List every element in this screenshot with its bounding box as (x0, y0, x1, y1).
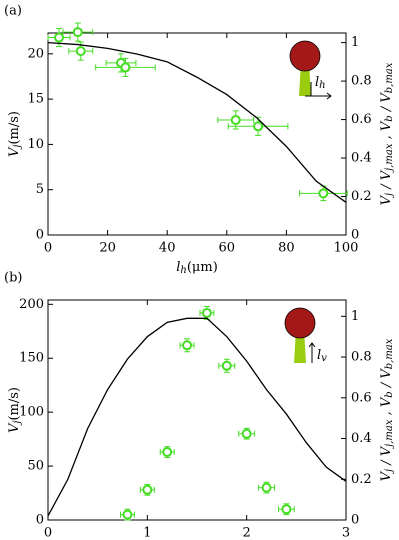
label-part: b,max (384, 62, 395, 93)
x-tick-label: 20 (99, 241, 116, 256)
label-part: l (176, 260, 180, 275)
data-point (122, 509, 133, 520)
label-part: l (317, 348, 321, 363)
label-part: , V (379, 120, 394, 143)
y2-tick-label: 0.2 (351, 189, 372, 204)
label-part: (μm) (187, 260, 218, 275)
plot-frame (47, 32, 347, 236)
y2-tick-label: 0.4 (351, 151, 372, 166)
data-point (201, 307, 212, 318)
label-part: l (315, 75, 319, 90)
data-point (182, 340, 193, 351)
y-tick-label: 50 (27, 459, 44, 474)
label-part: / V (379, 445, 394, 469)
x-tick-label: 3 (342, 526, 350, 540)
data-point (75, 46, 86, 57)
x-tick-label: 60 (219, 241, 236, 256)
data-point (253, 121, 264, 132)
y2-tick-label: 0 (351, 513, 359, 528)
y2-tick-label: 0.6 (351, 112, 372, 127)
label-part: j (384, 193, 395, 198)
data-point (230, 114, 241, 125)
y-tick-label: 0 (36, 228, 44, 243)
label-part: h (180, 265, 186, 276)
data-point (142, 484, 153, 495)
y-axis-label: Vj(m/s) (7, 111, 23, 157)
label-part: j,max (384, 419, 395, 449)
data-point (281, 504, 292, 515)
label-part: (m/s) (7, 111, 22, 145)
inset-label: lv (317, 348, 327, 364)
inset-bubble (284, 307, 316, 339)
model-line (47, 317, 347, 517)
data-point (241, 428, 252, 439)
label-part: V (379, 194, 394, 205)
label-part: b (384, 391, 395, 397)
data-point (162, 447, 173, 458)
label-part: h (319, 80, 325, 91)
label-part: / V (379, 92, 394, 116)
label-part: j,max (384, 143, 395, 173)
label-part: V (379, 470, 394, 481)
label-part: j (12, 145, 23, 150)
panel-label: (b) (4, 271, 22, 286)
data-point (72, 27, 83, 38)
panel-label: (a) (4, 4, 22, 19)
x-tick-label: 40 (159, 241, 176, 256)
label-part: / V (379, 368, 394, 392)
data-point (120, 62, 131, 73)
inset-arrow-head (308, 342, 316, 348)
y-tick-label: 10 (27, 137, 44, 152)
y-tick-label: 20 (27, 46, 44, 61)
y2-tick-label: 0.8 (351, 350, 372, 365)
x-tick-label: 0 (44, 526, 52, 540)
y2-tick-label: 1 (351, 309, 359, 324)
inset-arrow-head (326, 92, 332, 100)
y-tick-label: 150 (19, 351, 44, 366)
plot-frame (47, 299, 347, 521)
label-part: b,max (384, 338, 395, 369)
x-tick-label: 100 (334, 241, 359, 256)
model-line (47, 41, 347, 203)
label-part: (m/s) (7, 387, 22, 421)
x-tick-label: 2 (243, 526, 251, 540)
label-part: V (7, 146, 22, 157)
label-part: v (321, 353, 327, 364)
y2-tick-label: 0 (351, 228, 359, 243)
x-tick-label: 1 (143, 526, 151, 540)
y2-axis-label: Vj / Vj,max , Vb / Vb,max (379, 62, 395, 205)
x-tick-label: 0 (44, 241, 52, 256)
y2-axis-label: Vj / Vj,max , Vb / Vb,max (379, 338, 395, 481)
label-part: j (12, 421, 23, 426)
y-tick-label: 200 (19, 297, 44, 312)
inset-label: lh (315, 75, 326, 91)
data-point (221, 360, 232, 371)
label-part: / V (379, 169, 394, 193)
label-part: b (384, 115, 395, 121)
y2-tick-label: 0.8 (351, 74, 372, 89)
data-point (261, 482, 272, 493)
y-tick-label: 5 (36, 182, 44, 197)
x-tick-label: 80 (278, 241, 295, 256)
y2-tick-label: 1 (351, 35, 359, 50)
x-axis-label: lh(μm) (176, 260, 218, 276)
y2-tick-label: 0.4 (351, 431, 372, 446)
y2-tick-label: 0.6 (351, 390, 372, 405)
y-tick-label: 0 (36, 513, 44, 528)
inset-bubble (289, 40, 321, 72)
y-tick-label: 15 (27, 92, 44, 107)
y-axis-label: Vj(m/s) (7, 387, 23, 433)
label-part: , V (379, 396, 394, 419)
label-part: j (384, 469, 395, 474)
data-point (54, 32, 65, 43)
data-point (318, 188, 329, 199)
label-part: V (7, 422, 22, 433)
y2-tick-label: 0.2 (351, 472, 372, 487)
y-tick-label: 100 (19, 405, 44, 420)
